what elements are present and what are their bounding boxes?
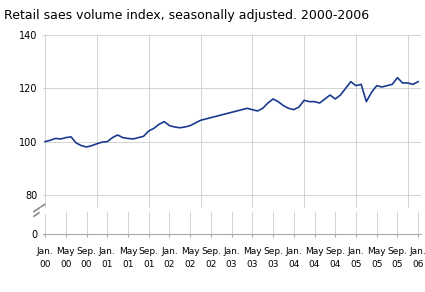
Text: Sep.: Sep. [325,248,345,256]
Text: 00: 00 [60,260,71,269]
Text: May: May [181,248,199,256]
Text: Jan.: Jan. [99,248,116,256]
Text: 01: 01 [102,260,113,269]
Text: 04: 04 [309,260,320,269]
Text: 05: 05 [350,260,362,269]
Text: Sep.: Sep. [76,248,96,256]
Text: May: May [305,248,324,256]
Text: 06: 06 [412,260,424,269]
Text: May: May [57,248,75,256]
Text: 04: 04 [288,260,300,269]
Text: 05: 05 [371,260,382,269]
Text: Sep.: Sep. [388,248,408,256]
Text: May: May [119,248,137,256]
Text: Jan.: Jan. [410,248,425,256]
Text: 00: 00 [40,260,51,269]
Text: May: May [367,248,386,256]
Text: Sep.: Sep. [201,248,221,256]
Text: Jan.: Jan. [223,248,240,256]
Text: 02: 02 [205,260,217,269]
Text: Sep.: Sep. [139,248,159,256]
Text: Jan.: Jan. [37,248,54,256]
Text: 01: 01 [122,260,134,269]
Text: 03: 03 [226,260,238,269]
Text: May: May [243,248,262,256]
Text: Sep.: Sep. [263,248,283,256]
Text: 03: 03 [246,260,258,269]
Text: 02: 02 [164,260,175,269]
Text: 05: 05 [392,260,403,269]
Text: 03: 03 [267,260,279,269]
Text: Retail saes volume index, seasonally adjusted. 2000-2006: Retail saes volume index, seasonally adj… [4,9,369,22]
Text: 02: 02 [184,260,196,269]
Text: 04: 04 [329,260,341,269]
Text: 01: 01 [143,260,154,269]
Text: Jan.: Jan. [348,248,364,256]
Text: Jan.: Jan. [286,248,302,256]
Text: Jan.: Jan. [161,248,178,256]
Text: 00: 00 [81,260,92,269]
